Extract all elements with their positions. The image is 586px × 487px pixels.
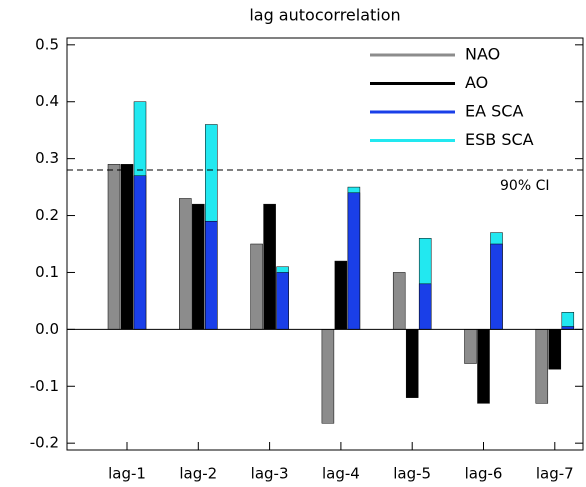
plot-frame <box>66 37 584 451</box>
y-tick-label: 0.5 <box>35 35 59 53</box>
legend-label: NAO <box>465 45 500 64</box>
y-tick-label: -0.1 <box>30 377 59 395</box>
bar <box>548 329 562 370</box>
bar <box>192 203 205 330</box>
bar <box>464 329 477 364</box>
y-tick-label: 0.2 <box>35 206 59 224</box>
y-tick-label: 0.3 <box>35 149 59 167</box>
x-tick-label: lag-2 <box>179 465 217 483</box>
y-tick-label: 0.4 <box>35 92 59 110</box>
legend-label: ESB SCA <box>465 130 534 149</box>
bar <box>263 203 276 330</box>
y-tick-label: 0.0 <box>35 320 59 338</box>
bar <box>321 329 335 424</box>
bar <box>250 243 263 330</box>
bar <box>334 260 348 330</box>
bar <box>120 164 134 330</box>
x-tick-label: lag-4 <box>322 465 360 483</box>
bar <box>405 329 419 398</box>
bar <box>418 283 432 330</box>
x-tick-label: lag-5 <box>393 465 431 483</box>
bar <box>477 329 490 404</box>
bar <box>179 198 192 330</box>
bar <box>205 220 218 330</box>
bar <box>133 175 147 330</box>
x-tick-label: lag-7 <box>536 465 574 483</box>
x-tick-label: lag-6 <box>465 465 503 483</box>
ci-label: 90% CI <box>500 178 549 194</box>
legend-label: AO <box>465 73 488 92</box>
bar <box>392 272 406 330</box>
bar <box>276 272 289 330</box>
chart-title: lag autocorrelation <box>249 6 400 25</box>
bar <box>347 192 361 330</box>
legend-label: EA SCA <box>465 102 523 121</box>
y-tick-label: 0.1 <box>35 263 59 281</box>
x-tick-label: lag-1 <box>108 465 146 483</box>
x-tick-label: lag-3 <box>251 465 289 483</box>
y-tick-label: -0.2 <box>30 434 59 452</box>
bar <box>535 329 549 404</box>
bar <box>490 243 503 330</box>
bar <box>107 164 121 330</box>
